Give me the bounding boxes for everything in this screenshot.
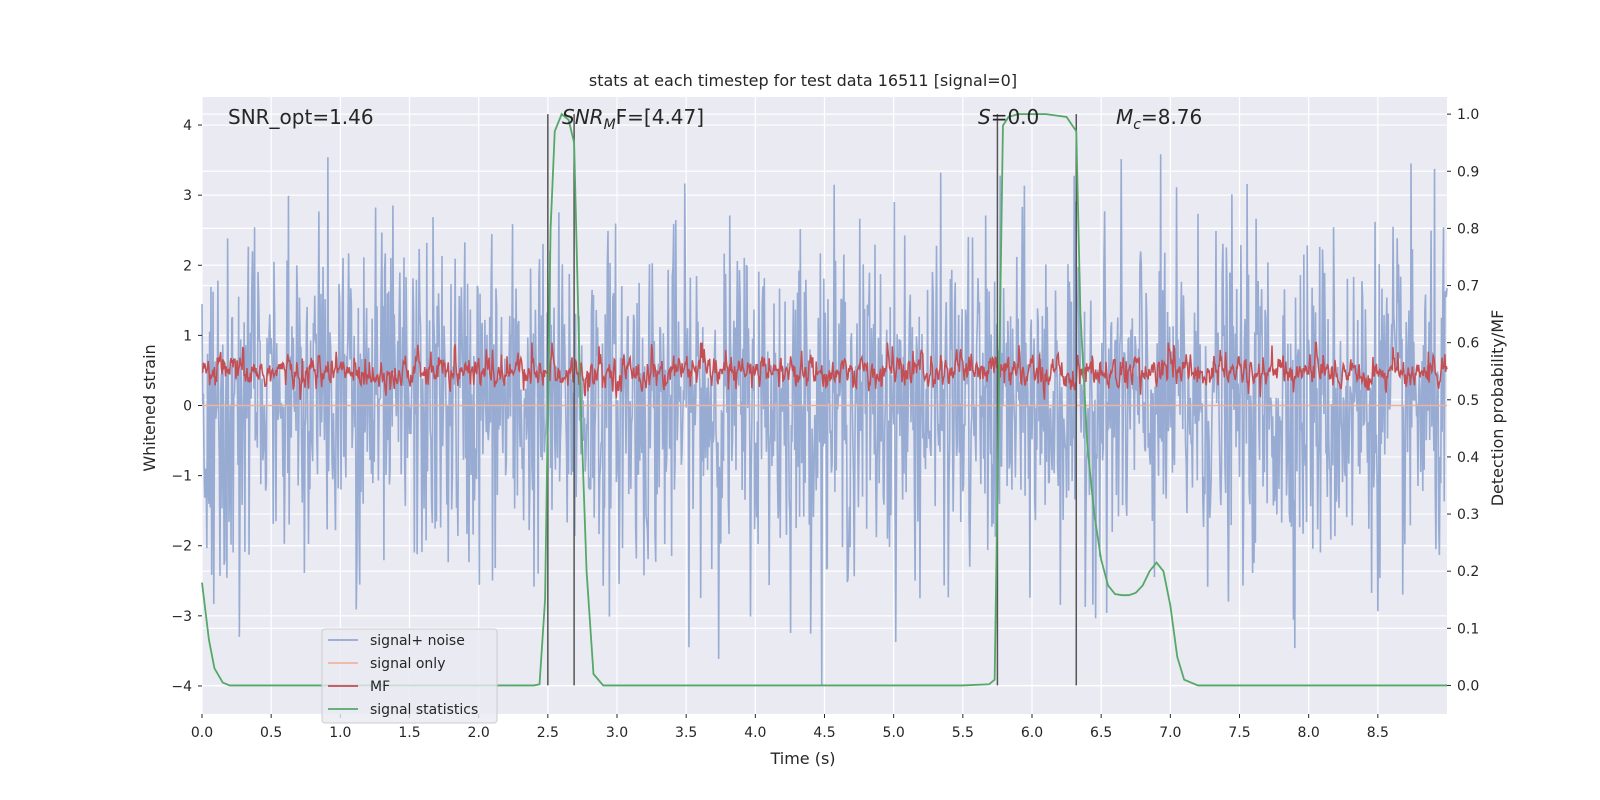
y-right-tick-label: 1.0 [1457,107,1479,123]
legend-label-signal-noise: signal+ noise [370,633,465,649]
y-left-tick-label: 1 [183,328,192,344]
y-right-tick-label: 0.8 [1457,221,1479,237]
legend: signal+ noise signal only MF signal stat… [321,628,498,724]
annotation-snr-mf-sub: M [604,117,616,133]
annotation-s-main: S [978,105,991,129]
y-left-tick-label: −4 [171,679,192,695]
x-tick-label: 2.5 [537,725,559,741]
annotation-mc-sub: c [1133,117,1141,133]
y-left-tick-label: 3 [183,188,192,204]
chart-title: stats at each timestep for test data 165… [589,71,1017,90]
y-left-tick-label: 2 [183,258,192,274]
annotation-mc: Mc=8.76 [1116,105,1202,133]
annotation-snr-mf-rest: F=[4.47] [616,105,704,129]
x-tick-label: 1.5 [398,725,420,741]
y-left-tick-label: 4 [183,118,192,134]
x-tick-label: 5.5 [952,725,974,741]
legend-label-mf: MF [370,679,390,695]
x-tick-label: 0.5 [260,725,282,741]
annotation-snr-mf-main: SNR [562,105,604,129]
y-left-tick-label: −1 [171,469,192,485]
annotation-snr-mf: SNRMF=[4.47] [562,105,704,133]
x-tick-label: 3.0 [606,725,628,741]
annotation-s: S=0.0 [978,105,1039,129]
y-right-tick-label: 0.6 [1457,336,1479,352]
legend-box [321,628,498,724]
x-tick-label: 7.0 [1159,725,1181,741]
signal-noise-path [201,154,1448,686]
x-tick-label: 7.5 [1228,725,1250,741]
legend-label-signal-only: signal only [370,656,445,672]
y-axis-label-left: Whitened strain [140,344,159,471]
y-right-tick-label: 0.0 [1457,678,1479,694]
series-signal-noise-line [201,154,1448,686]
y-left-tick-label: −2 [171,539,192,555]
y-right-tick-label: 0.9 [1457,164,1479,180]
annotation-mc-main: M [1116,105,1133,129]
y-right-tick-label: 0.5 [1457,393,1479,409]
x-tick-label: 8.0 [1298,725,1320,741]
y-right-tick-label: 0.2 [1457,564,1479,580]
y-right-tick-label: 0.1 [1457,621,1479,637]
x-axis-label: Time (s) [769,749,835,768]
mf-path [201,341,1448,400]
x-tick-label: 0.0 [191,725,213,741]
x-tick-label: 6.5 [1090,725,1112,741]
x-tick-label: 5.0 [883,725,905,741]
x-tick-label: 2.0 [468,725,490,741]
x-tick-label: 6.0 [1021,725,1043,741]
y-left-tick-label: 0 [183,399,192,415]
x-tick-label: 1.0 [329,725,351,741]
x-tick-label: 3.5 [675,725,697,741]
x-tick-label: 8.5 [1367,725,1389,741]
tick-labels: 0.0 0.5 1.0 1.5 2.0 2.5 3.0 3.5 4.0 4.5 5.0 5.5 6.0 6… [171,107,1479,741]
x-tick-label: 4.0 [744,725,766,741]
annotation-snr-opt: SNR_opt=1.46 [228,105,374,129]
y-right-tick-label: 0.3 [1457,507,1479,523]
annotation-mc-rest: =8.76 [1141,105,1202,129]
y-axis-label-right: Detection probability/MF [1488,310,1507,507]
legend-label-signal-statistics: signal statistics [370,702,478,718]
y-left-tick-label: −3 [171,609,192,625]
y-right-tick-label: 0.4 [1457,450,1479,466]
annotation-s-rest: =0.0 [991,105,1040,129]
y-right-tick-label: 0.7 [1457,279,1479,295]
series-mf-line [201,341,1448,400]
x-tick-label: 4.5 [813,725,835,741]
